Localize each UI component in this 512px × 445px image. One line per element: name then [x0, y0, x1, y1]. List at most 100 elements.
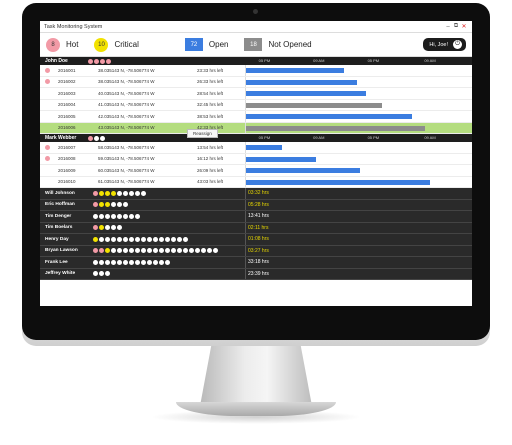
task-id: 2016002	[58, 79, 76, 85]
task-status-dot	[99, 271, 104, 277]
task-coordinates: 59.035143 N, -78.506774 W	[98, 156, 155, 162]
power-icon[interactable]: ⏻	[453, 40, 462, 49]
employee-hours: 01:08 hrs	[245, 234, 269, 245]
group-header[interactable]: Mark Webber 05 PM 09 AM 05 PM 09 AM	[40, 134, 472, 142]
task-status-dot	[141, 190, 146, 196]
task-row[interactable]: 2016003 40.035143 N, -78.506774 W 28:54 hr…	[40, 88, 472, 100]
hot-count-badge: 8	[46, 37, 60, 52]
task-row[interactable]: 2016007 58.035143 N, -78.506774 W 13:54 hr…	[40, 142, 472, 154]
task-status-dot	[117, 225, 122, 231]
task-status-dot	[141, 248, 146, 254]
task-row[interactable]: 2016005 42.035143 N, -78.506774 W 38:53 hr…	[40, 111, 472, 123]
task-status-dot	[147, 248, 152, 254]
task-id: 2016001	[58, 67, 76, 73]
employee-name: Will Johnson	[45, 190, 75, 196]
employee-row[interactable]: Henry Day 01:08 hrs	[40, 234, 472, 246]
task-status-dot	[159, 236, 164, 242]
hot-dot-icon	[44, 156, 50, 162]
task-status-dot	[123, 202, 128, 208]
camera-icon	[253, 9, 258, 14]
open-filter[interactable]: 72 Open	[184, 38, 228, 51]
task-status-dot	[105, 225, 110, 231]
employee-hours: 13:41 hrs	[245, 211, 269, 222]
employee-hours: 23:39 hrs	[245, 268, 269, 279]
task-row[interactable]: 2016009 60.035143 N, -78.506774 W 26:09 hr…	[40, 165, 472, 177]
task-status-dot	[105, 248, 110, 254]
status-dot	[94, 58, 99, 64]
task-row[interactable]: 2016002 38.035143 N, -78.506774 W 26:33 hr…	[40, 76, 472, 88]
gantt-bar[interactable]	[246, 125, 426, 131]
task-id: 2016006	[58, 125, 76, 131]
employee-row[interactable]: Bryan Lawson 03:27 hrs	[40, 245, 472, 257]
gantt-bar[interactable]	[246, 145, 283, 150]
gantt-bar[interactable]	[246, 79, 358, 85]
task-id: 2016008	[58, 156, 76, 162]
task-status-dot	[111, 225, 116, 231]
task-status-dot	[213, 248, 218, 254]
gantt-cell	[245, 99, 472, 110]
timeline-tick-label: 05 PM	[258, 135, 271, 140]
status-dot	[88, 58, 93, 64]
task-row[interactable]: 2016001 38.035143 N, -78.506774 W 23:33 hr…	[40, 65, 472, 77]
employee-hours: 03:27 hrs	[245, 245, 269, 256]
task-row[interactable]: 2016006 43.035143 N, -78.506774 W 42:33 hr…	[40, 122, 472, 138]
title-bar: Task Monitoring System – ⧉ ✕	[40, 21, 472, 33]
group-status-dots	[88, 135, 106, 141]
task-status-dot	[105, 190, 110, 196]
task-row[interactable]: 2016008 59.035143 N, -78.506774 W 16:12 hr…	[40, 153, 472, 165]
hot-marker	[40, 67, 54, 73]
task-status-dot	[93, 236, 98, 242]
gantt-cell	[245, 88, 472, 99]
employee-row[interactable]: Jeffrey White 23:39 hrs	[40, 268, 472, 280]
task-status-dot	[105, 271, 110, 277]
user-menu-button[interactable]: Hi, Joe! ⏻	[423, 38, 466, 51]
not-opened-filter[interactable]: 18 Not Opened	[244, 38, 312, 51]
task-status-dot	[189, 248, 194, 254]
task-row[interactable]: 2016010 61.035143 N, -78.506774 W 43:03 hr…	[40, 176, 472, 188]
gantt-bar[interactable]	[246, 156, 317, 162]
close-icon[interactable]: ✕	[461, 24, 467, 30]
employee-task-dots	[93, 202, 253, 208]
employee-row[interactable]: Will Johnson 03:32 hrs	[40, 188, 472, 200]
task-status-dot	[93, 248, 98, 254]
employee-hours: 05:28 hrs	[245, 199, 269, 210]
task-status-dot	[93, 190, 98, 196]
task-status-dot	[129, 248, 134, 254]
gantt-cell	[245, 122, 472, 133]
task-status-dot	[183, 248, 188, 254]
gantt-cell	[245, 76, 472, 87]
task-status-dot	[123, 236, 128, 242]
reassign-button[interactable]: Reassign	[187, 128, 218, 138]
gantt-bar[interactable]	[246, 102, 383, 108]
critical-filter[interactable]: 10 Critical	[94, 37, 139, 52]
task-status-dot	[141, 259, 146, 265]
employee-task-dots	[93, 213, 253, 219]
status-dot	[88, 135, 93, 141]
task-status-dot	[111, 259, 116, 265]
group-header[interactable]: John Doe 05 PM 09 AM 05 PM 09 AM	[40, 57, 472, 65]
gantt-bar[interactable]	[246, 114, 412, 119]
task-time-left: 23:33 hrs left	[197, 67, 224, 73]
task-time-left: 43:03 hrs left	[197, 179, 224, 185]
task-time-left: 26:33 hrs left	[197, 79, 224, 85]
task-row[interactable]: 2016004 41.035143 N, -78.506774 W 32:45 hr…	[40, 99, 472, 111]
gantt-bar[interactable]	[246, 179, 430, 185]
gantt-bar[interactable]	[246, 91, 367, 96]
gantt-bar[interactable]	[246, 168, 360, 173]
task-coordinates: 60.035143 N, -78.506774 W	[98, 167, 155, 173]
task-status-dot	[117, 213, 122, 219]
restore-icon[interactable]: ⧉	[453, 23, 459, 29]
hot-dot-icon	[44, 79, 50, 85]
timeline-tick-label: 09 AM	[424, 58, 436, 63]
employee-row[interactable]: Tim Boelars 02:11 hrs	[40, 222, 472, 234]
employee-row[interactable]: Frank Lee 33:18 hrs	[40, 257, 472, 269]
task-status-dot	[153, 236, 158, 242]
employee-row[interactable]: Eric Hoffman 05:28 hrs	[40, 199, 472, 211]
timeline-tick-label: 09 AM	[313, 135, 325, 140]
gantt-bar[interactable]	[246, 68, 344, 73]
task-status-dot	[153, 259, 158, 265]
task-status-dot	[135, 259, 140, 265]
employee-row[interactable]: Tim Denger 13:41 hrs	[40, 211, 472, 223]
hot-filter[interactable]: 8 Hot	[46, 37, 78, 52]
minimize-icon[interactable]: –	[446, 23, 450, 30]
